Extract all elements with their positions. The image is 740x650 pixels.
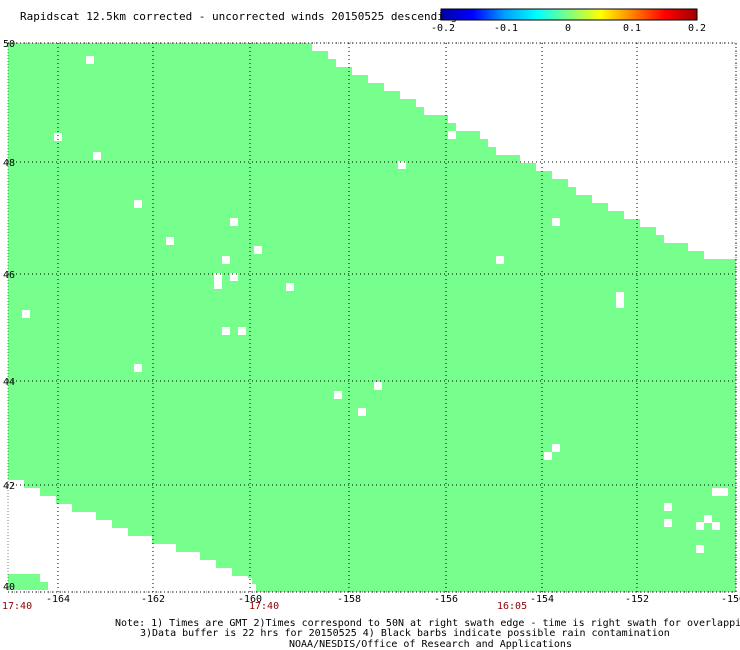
lat-label-40: 40 bbox=[3, 582, 15, 593]
missing-cell bbox=[712, 522, 720, 530]
colorbar: -0.2 -0.1 0 0.1 0.2 bbox=[431, 8, 706, 34]
lon-label-158: -158 bbox=[337, 594, 361, 605]
missing-cell bbox=[358, 408, 366, 416]
lon-label-152: -152 bbox=[625, 594, 649, 605]
colorbar-tick-4: 0.1 bbox=[623, 23, 641, 34]
missing-cell bbox=[704, 228, 712, 236]
note-line-1: Note: 1) Times are GMT 2)Times correspon… bbox=[115, 618, 740, 629]
missing-cell bbox=[236, 578, 244, 586]
missing-cell bbox=[254, 246, 262, 254]
map-title: Rapidscat 12.5km corrected - uncorrected… bbox=[20, 10, 457, 23]
colorbar-frame bbox=[440, 8, 698, 21]
missing-cell bbox=[696, 522, 704, 530]
lat-label-44: 44 bbox=[3, 377, 15, 388]
time-label-2: 17:40 bbox=[249, 601, 279, 612]
lon-label-154: -154 bbox=[530, 594, 554, 605]
missing-cell bbox=[93, 152, 101, 160]
missing-cell bbox=[398, 161, 406, 169]
missing-cell bbox=[696, 545, 704, 553]
swath-data-area bbox=[8, 43, 736, 592]
lon-label-164: -164 bbox=[46, 594, 70, 605]
missing-cell bbox=[712, 488, 720, 496]
map-panel bbox=[7, 42, 737, 593]
missing-cell bbox=[222, 256, 230, 264]
missing-cell bbox=[230, 273, 238, 281]
colorbar-tick-1: -0.2 bbox=[431, 23, 455, 34]
colorbar-tick-3: 0 bbox=[565, 23, 571, 34]
missing-cell bbox=[214, 281, 222, 289]
time-label-1: 17:40 bbox=[2, 601, 32, 612]
missing-cell bbox=[552, 218, 560, 226]
missing-cell bbox=[448, 131, 456, 139]
missing-cell bbox=[616, 300, 624, 308]
missing-cell bbox=[166, 237, 174, 245]
lat-label-48: 48 bbox=[3, 158, 15, 169]
missing-cell bbox=[222, 327, 230, 335]
lat-label-46: 46 bbox=[3, 270, 15, 281]
map-frame bbox=[7, 42, 737, 593]
lat-label-42: 42 bbox=[3, 481, 15, 492]
time-label-3: 16:05 bbox=[497, 601, 527, 612]
missing-cell bbox=[134, 364, 142, 372]
missing-cell bbox=[214, 273, 222, 281]
missing-cell bbox=[134, 200, 142, 208]
missing-cell bbox=[704, 515, 712, 523]
colorbar-gradient bbox=[441, 9, 697, 20]
missing-cell bbox=[496, 256, 504, 264]
missing-cell bbox=[664, 519, 672, 527]
lon-label-162: -162 bbox=[141, 594, 165, 605]
missing-data-cells bbox=[22, 56, 728, 586]
lon-label-156: -156 bbox=[434, 594, 458, 605]
missing-cell bbox=[616, 292, 624, 300]
lon-label-160: -160 bbox=[238, 594, 262, 605]
missing-cell bbox=[374, 382, 382, 390]
missing-cell bbox=[544, 452, 552, 460]
note-line-3: NOAA/NESDIS/Office of Research and Appli… bbox=[289, 639, 572, 650]
missing-cell bbox=[230, 218, 238, 226]
missing-cell bbox=[552, 444, 560, 452]
missing-cell bbox=[664, 503, 672, 511]
colorbar-fill bbox=[441, 9, 697, 20]
missing-cell bbox=[22, 310, 30, 318]
missing-cell bbox=[286, 283, 294, 291]
lat-label-50: 50 bbox=[3, 39, 15, 50]
missing-cell bbox=[244, 578, 252, 586]
lon-label-150: -150 bbox=[721, 594, 740, 605]
missing-cell bbox=[238, 327, 246, 335]
missing-cell bbox=[86, 56, 94, 64]
colorbar-tick-2: -0.1 bbox=[494, 23, 518, 34]
missing-cell bbox=[334, 391, 342, 399]
note-line-2: 3)Data buffer is 22 hrs for 20150525 4) … bbox=[140, 628, 670, 639]
colorbar-tick-5: 0.2 bbox=[688, 23, 706, 34]
missing-cell bbox=[720, 488, 728, 496]
missing-cell bbox=[54, 133, 62, 141]
